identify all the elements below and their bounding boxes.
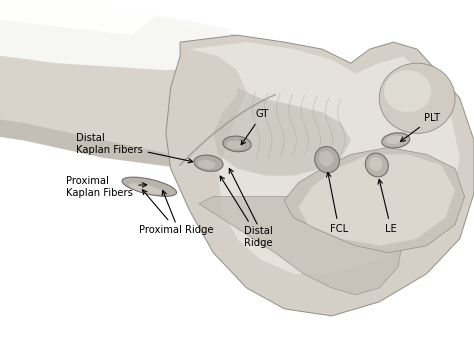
- Polygon shape: [213, 88, 351, 176]
- Ellipse shape: [315, 147, 339, 173]
- Text: PLT: PLT: [401, 113, 440, 141]
- Ellipse shape: [369, 157, 383, 171]
- Ellipse shape: [129, 183, 163, 194]
- Text: Distal
Ridge: Distal Ridge: [220, 176, 273, 248]
- Ellipse shape: [227, 141, 244, 149]
- Ellipse shape: [319, 151, 333, 166]
- Ellipse shape: [386, 135, 403, 144]
- Ellipse shape: [384, 70, 431, 112]
- Ellipse shape: [379, 63, 455, 133]
- Ellipse shape: [223, 136, 251, 152]
- Polygon shape: [0, 0, 246, 70]
- Text: LE: LE: [378, 179, 397, 234]
- Text: Proximal
Kaplan Fibers: Proximal Kaplan Fibers: [66, 176, 147, 198]
- Ellipse shape: [382, 133, 410, 148]
- Ellipse shape: [194, 155, 223, 171]
- Ellipse shape: [122, 177, 176, 196]
- Polygon shape: [0, 0, 166, 35]
- Text: Distal
Kaplan Fibers: Distal Kaplan Fibers: [76, 133, 193, 163]
- Polygon shape: [199, 197, 403, 295]
- Text: Proximal Ridge: Proximal Ridge: [139, 190, 214, 234]
- Ellipse shape: [365, 153, 388, 177]
- Text: GT: GT: [241, 110, 269, 145]
- Polygon shape: [190, 42, 460, 274]
- Polygon shape: [284, 147, 465, 253]
- Polygon shape: [166, 35, 474, 316]
- Polygon shape: [0, 0, 275, 168]
- Ellipse shape: [198, 160, 216, 169]
- Polygon shape: [0, 116, 190, 168]
- Polygon shape: [299, 154, 455, 246]
- Text: FCL: FCL: [327, 172, 348, 234]
